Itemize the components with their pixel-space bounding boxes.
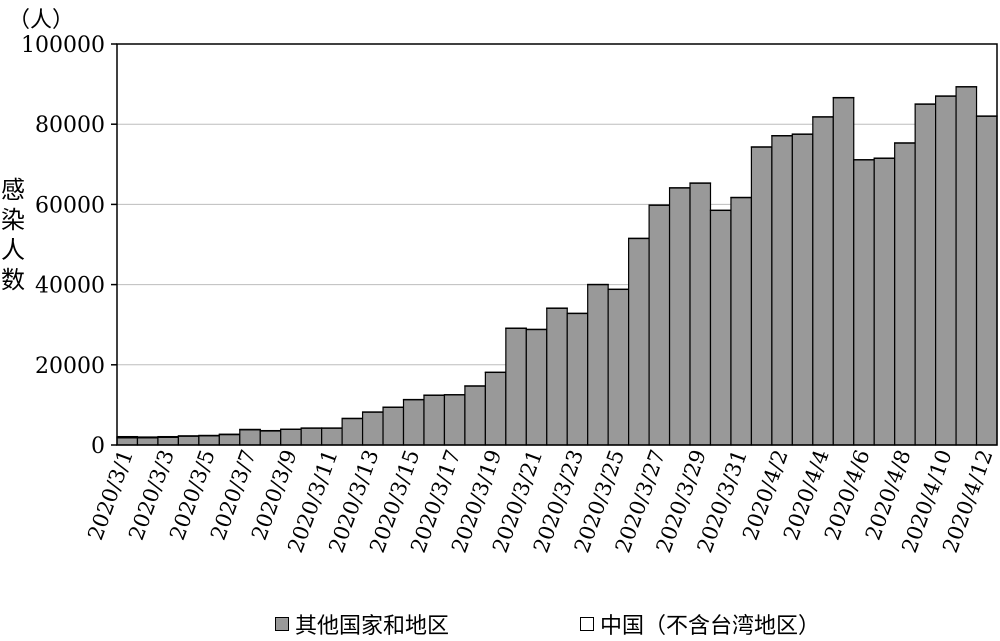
bar-other-countries <box>853 159 875 446</box>
legend-swatch-gray <box>275 617 289 631</box>
bar-other-countries <box>873 157 896 446</box>
y-tick-label: 100000 <box>21 33 105 58</box>
bar-other-countries <box>812 116 834 446</box>
y-tick-label: 20000 <box>35 354 105 379</box>
bar-other-countries <box>198 435 220 446</box>
bar-other-countries <box>321 427 343 446</box>
bar-other-countries <box>914 103 937 446</box>
plot-frame <box>116 43 998 446</box>
bar-china <box>116 435 139 439</box>
bar-other-countries <box>975 115 998 446</box>
bar-other-countries <box>484 371 507 446</box>
bar-other-countries <box>505 327 527 446</box>
bar-other-countries <box>668 187 691 446</box>
bar-other-countries <box>791 133 814 446</box>
legend-label-china: 中国（不含台湾地区） <box>600 614 821 639</box>
bar-other-countries <box>566 312 589 446</box>
bar-china <box>136 436 159 439</box>
bar-other-countries <box>259 430 282 446</box>
bar-other-countries <box>587 284 609 446</box>
bar-other-countries <box>628 237 650 446</box>
bar-other-countries <box>443 394 466 446</box>
bar-other-countries <box>136 437 159 446</box>
bars <box>116 86 998 446</box>
bar-other-countries <box>280 428 302 446</box>
legend-label-other-countries: 其他国家和地区 <box>295 614 450 639</box>
bar-other-countries <box>300 427 323 446</box>
bar-other-countries <box>730 196 753 446</box>
bar-other-countries <box>116 437 139 446</box>
legend-item-other-countries: 其他国家和地区 <box>275 608 449 640</box>
y-unit-label: （人） <box>8 8 75 33</box>
bar-other-countries <box>525 328 548 446</box>
bar-other-countries <box>709 209 732 446</box>
legend-swatch-white <box>580 617 594 631</box>
axes <box>111 43 998 446</box>
bar-other-countries <box>935 95 957 446</box>
bar-other-countries <box>546 307 568 446</box>
bar-other-countries <box>832 97 855 446</box>
y-tick-label: 0 <box>91 434 105 459</box>
bar-other-countries <box>648 204 671 446</box>
x-tick-labels: 2020/3/12020/3/32020/3/52020/3/72020/3/9… <box>83 447 997 556</box>
y-tick-label: 80000 <box>35 113 105 138</box>
bar-china <box>157 435 179 438</box>
bar-other-countries <box>771 135 793 446</box>
y-tick-labels: 0 20000 40000 60000 80000 100000 <box>21 33 105 459</box>
bar-other-countries <box>607 288 630 446</box>
bar-other-countries <box>341 417 364 446</box>
bar-other-countries <box>423 394 446 446</box>
bar-other-countries <box>750 146 773 446</box>
legend: 其他国家和地区 中国（不含台湾地区） <box>0 608 1000 640</box>
bar-other-countries <box>218 433 241 446</box>
y-axis-label: 感染人数 <box>1 176 25 294</box>
bar-other-countries <box>894 142 916 446</box>
bar-other-countries <box>464 385 486 446</box>
bar-other-countries <box>955 86 978 446</box>
bar-other-countries <box>177 435 200 446</box>
bar-other-countries <box>402 399 425 446</box>
bar-other-countries <box>382 406 405 446</box>
bar-other-countries <box>689 182 712 446</box>
y-tick-label: 60000 <box>35 193 105 218</box>
bar-other-countries <box>361 411 384 446</box>
y-tick-label: 40000 <box>35 274 105 299</box>
bar-other-countries <box>157 436 179 446</box>
bar-other-countries <box>239 429 261 446</box>
legend-item-china: 中国（不含台湾地区） <box>580 608 820 640</box>
